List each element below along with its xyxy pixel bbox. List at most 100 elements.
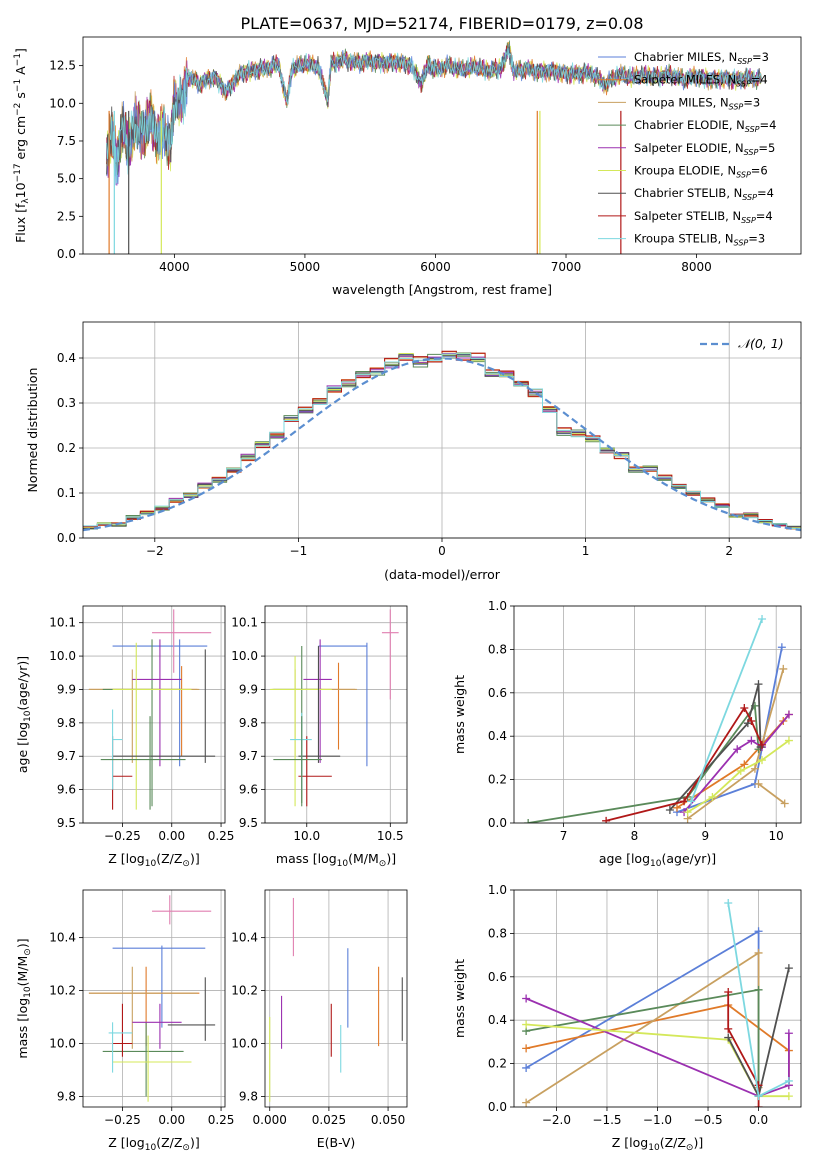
mass_age-xlabel-part: 10 xyxy=(337,859,349,869)
z_mass-frame xyxy=(82,889,226,1108)
age_weight-frame xyxy=(513,605,802,824)
z_weight-ytick-label: 1.0 xyxy=(488,883,507,897)
spectrum-ytick-label: 12.5 xyxy=(49,59,76,73)
legend-label-count: =4 xyxy=(760,118,777,132)
z_mass-xlabel-part: ⊙ xyxy=(182,1143,190,1153)
legend-label-count: =4 xyxy=(751,73,768,87)
z_age-ytick-label: 10.0 xyxy=(49,649,76,663)
z_age-xlabel: Z [log10(Z/Z⊙)] xyxy=(108,851,199,869)
z_age-ytick-label: 9.5 xyxy=(57,816,76,830)
residuals-xtick-label: 0 xyxy=(438,544,446,558)
legend-label-count: =3 xyxy=(743,95,760,109)
age_weight-marker-chabrier_miles xyxy=(777,643,786,652)
residuals-xtick-label: 1 xyxy=(582,544,590,558)
z_age-xlabel-part: ⊙ xyxy=(182,859,190,869)
residuals-frame xyxy=(82,321,802,539)
z_age-ylabel: age [log10(age/yr)] xyxy=(15,656,33,773)
spectrum-line-kroupa_stelib xyxy=(106,47,763,184)
legend-label-kroupa_stelib: Kroupa STELIB, NSSP=3 xyxy=(634,232,765,248)
mass_age-ytick-label: 9.7 xyxy=(239,749,258,763)
age_weight-marker-salpeter_elodie xyxy=(784,710,793,719)
age_weight-marker-salpeter_stelib xyxy=(680,797,689,806)
legend-label-count: =5 xyxy=(758,141,775,155)
mass_age-xlabel-part: ⊙ xyxy=(379,859,387,869)
residuals-xtick-label: −2 xyxy=(146,544,164,558)
z_weight-marker-chabrier_miles xyxy=(522,1063,531,1072)
age_weight-marker-chabrier_stelib xyxy=(754,680,763,689)
z_weight-xlabel-part: Z [log xyxy=(612,1135,648,1150)
spectrum-ylabel-part: −17 xyxy=(13,163,23,182)
age_weight-marker-kroupa_miles xyxy=(754,779,763,788)
z_age-ytick-label: 9.6 xyxy=(57,783,76,797)
panel-spectrum: 4000 5000 6000 7000 8000 0.0 2.5 5.0 7.5 10.0 12.5… xyxy=(13,36,802,297)
panel-ebv_mass: 0.000 0.025 0.050 9.8 10.0 10.2 10.4 E(B-V) xyxy=(231,889,408,1150)
z_mass-xlabel-part: 10 xyxy=(145,1143,157,1153)
z_mass-xtick-label: 0.00 xyxy=(158,1113,185,1127)
residuals-ytick-label: 0.1 xyxy=(57,486,76,500)
spectrum-ytick-label: 10.0 xyxy=(49,96,76,110)
z_mass-xlabel-part: )] xyxy=(190,1135,200,1150)
z_weight-marker-salpeter_miles xyxy=(522,1044,531,1053)
z_age-ytick-label: 9.9 xyxy=(57,682,76,696)
z_age-ylabel-part: 10 xyxy=(23,710,33,722)
age_weight-marker-salpeter_stelib xyxy=(602,816,611,823)
age_weight-ytick-label: 0.0 xyxy=(488,816,507,830)
age_weight-ytick-label: 0.6 xyxy=(488,686,507,700)
z_mass-ytick-label: 10.2 xyxy=(49,984,76,998)
legend-label-kroupa_elodie: Kroupa ELODIE, NSSP=6 xyxy=(634,164,768,180)
mass_age-frame xyxy=(264,605,408,824)
panel-z_weight: −2.0 −1.5 −1.0 −0.5 0.0 0.0 0.2 0.4 0.6 0.8 1.0 Z [… xyxy=(452,883,802,1153)
legend-label-salpeter_miles: Salpeter MILES, NSSP=4 xyxy=(634,73,768,89)
spectrum-frame xyxy=(82,36,802,255)
spectrum-xlabel: wavelength [Angstrom, rest frame] xyxy=(332,282,552,297)
legend-label-sub: SSP xyxy=(742,193,757,202)
spectrum-ytick-label: 7.5 xyxy=(57,134,76,148)
legend-label-text: Chabrier STELIB, N xyxy=(634,186,742,200)
mass_age-xlabel-part: )] xyxy=(386,851,396,866)
z_weight-marker-kroupa_miles xyxy=(522,1098,531,1107)
z_weight-marker-salpeter_stelib xyxy=(724,987,733,996)
age_weight-ytick-label: 0.2 xyxy=(488,773,507,787)
z_weight-xlabel-part: (Z/Z xyxy=(660,1135,686,1150)
spectrum-xtick-label: 7000 xyxy=(551,260,582,274)
z_weight-xlabel-part: ⊙ xyxy=(686,1143,694,1153)
age_weight-marker-salpeter_stelib xyxy=(747,717,756,726)
age_weight-xlabel-part: 10 xyxy=(650,859,662,869)
spectrum-ylabel-part: s xyxy=(13,92,28,103)
z_mass-ytick-label: 9.8 xyxy=(57,1089,76,1103)
age_weight-line-chabrier_stelib xyxy=(669,683,762,811)
legend-label-salpeter_stelib: Salpeter STELIB, NSSP=4 xyxy=(634,209,773,225)
z_mass-ylabel-part: )] xyxy=(15,938,30,948)
panel-z_mass: −0.25 0.00 0.259.810.010.210.4Z [log10(Z/Z… xyxy=(15,889,234,1153)
age_weight-marker-kroupa_miles xyxy=(750,764,759,773)
z_weight-frame xyxy=(513,889,802,1108)
spectrum-plot xyxy=(106,40,763,254)
spectrum-ytick-label: 5.0 xyxy=(57,172,76,186)
z_weight-marker-salpeter_stelib xyxy=(754,1081,763,1090)
z_weight-xlabel-part: 10 xyxy=(648,1143,660,1153)
legend-label-chabrier_elodie: Chabrier ELODIE, NSSP=4 xyxy=(634,118,776,134)
age_weight-marker-chabrier_elodie xyxy=(524,819,533,823)
legend-label-sub: SSP xyxy=(734,239,749,248)
mass_age-ytick-label: 9.8 xyxy=(239,716,258,730)
spectrum-ylabel-part: erg cm xyxy=(13,116,28,164)
z_weight-marker-chabrier_miles xyxy=(754,927,763,936)
mass_age-ytick-label: 9.9 xyxy=(239,682,258,696)
spectrum-xtick-label: 6000 xyxy=(420,260,451,274)
z_weight-xtick-label: −1.5 xyxy=(592,1113,621,1127)
legend-label-chabrier_miles: Chabrier MILES, NSSP=3 xyxy=(634,50,769,66)
age_weight-marker-salpeter_stelib xyxy=(758,740,767,749)
age_weight-marker-kroupa_stelib xyxy=(687,797,696,806)
spectrum-ylabel: Flux [fλ10−17 erg cm−2 s−1 A−1] xyxy=(13,48,31,243)
spectrum-ylabel-part: A xyxy=(13,66,28,79)
age_weight-line-kroupa_stelib xyxy=(690,618,763,802)
spectrum-xtick-label: 5000 xyxy=(290,260,321,274)
ebv_mass-xtick-label: 0.050 xyxy=(371,1113,405,1127)
z_age-ytick-label: 9.8 xyxy=(57,716,76,730)
age_weight-xtick-label: 8 xyxy=(631,829,639,843)
panel-z_age: −0.25 0.00 0.25 9.5 9.6 9.7 9.8 9.9 10.0 10.1 Z [l… xyxy=(15,605,234,869)
age_weight-marker-salpeter_miles xyxy=(740,760,749,769)
ebv_mass-xlabel: E(B-V) xyxy=(317,1135,356,1150)
z_weight-marker-salpeter_stelib xyxy=(754,1103,763,1107)
